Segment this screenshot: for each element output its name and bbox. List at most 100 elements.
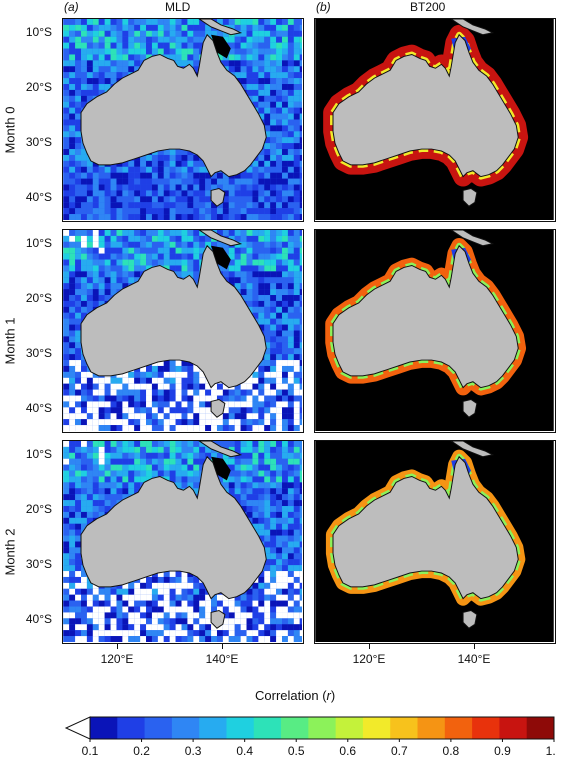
mld-pixel xyxy=(299,312,302,319)
mld-pixel xyxy=(128,24,135,31)
mld-pixel xyxy=(86,277,93,284)
mld-pixel xyxy=(110,208,117,215)
mld-pixel xyxy=(264,48,271,55)
mld-pixel xyxy=(169,571,176,577)
mld-pixel xyxy=(140,383,147,390)
mld-pixel xyxy=(86,208,93,215)
mld-pixel xyxy=(234,606,241,613)
mld-pixel xyxy=(216,241,223,248)
mld-pixel xyxy=(282,494,288,501)
mld-pixel xyxy=(146,636,152,642)
mld-pixel xyxy=(92,425,99,431)
mld-pixel xyxy=(98,401,105,408)
mld-pixel xyxy=(86,30,93,37)
mld-pixel xyxy=(299,318,302,325)
mld-pixel xyxy=(169,458,176,465)
mld-pixel xyxy=(234,184,241,191)
mld-pixel xyxy=(151,407,158,414)
mld-pixel xyxy=(75,476,82,483)
mld-pixel xyxy=(252,446,259,453)
mld-pixel xyxy=(122,582,129,589)
mld-pixel xyxy=(187,271,194,278)
mld-pixel xyxy=(246,300,253,307)
mld-pixel xyxy=(104,464,111,471)
mld-pixel xyxy=(63,131,70,138)
mld-pixel xyxy=(86,452,93,459)
mld-pixel xyxy=(264,571,271,577)
mld-pixel xyxy=(81,154,87,161)
mld-pixel xyxy=(116,588,123,595)
mld-pixel xyxy=(104,190,111,197)
mld-pixel xyxy=(157,383,164,390)
mld-pixel xyxy=(104,482,111,489)
mld-pixel xyxy=(252,271,259,278)
mld-pixel xyxy=(276,84,283,90)
mld-pixel xyxy=(104,494,111,501)
mld-pixel xyxy=(181,19,188,25)
mld-pixel xyxy=(81,178,87,185)
mld-pixel xyxy=(175,371,182,378)
mld-pixel xyxy=(264,214,271,220)
mld-pixel xyxy=(222,482,229,489)
mld-pixel xyxy=(252,253,259,260)
mld-pixel xyxy=(69,464,76,471)
mld-pixel xyxy=(293,389,300,396)
mld-pixel xyxy=(69,95,76,102)
mld-pixel xyxy=(169,401,176,408)
mld-pixel xyxy=(92,60,99,67)
mld-pixel xyxy=(63,330,70,337)
mld-pixel xyxy=(175,160,182,167)
mld-pixel xyxy=(246,446,253,453)
mld-pixel xyxy=(63,190,70,197)
mld-pixel xyxy=(282,582,288,589)
mld-pixel xyxy=(157,48,164,55)
mld-pixel xyxy=(181,30,188,37)
mld-pixel xyxy=(169,470,176,477)
mld-pixel xyxy=(116,230,123,236)
mld-pixel xyxy=(258,630,265,637)
mld-pixel xyxy=(258,458,265,465)
mld-pixel xyxy=(252,624,259,631)
mld-pixel xyxy=(287,624,294,631)
mld-pixel xyxy=(240,230,247,236)
mld-pixel xyxy=(81,247,87,254)
mld-pixel xyxy=(75,571,82,577)
mld-pixel xyxy=(175,600,182,607)
mld-pixel xyxy=(181,413,188,420)
mld-pixel xyxy=(122,476,129,483)
mld-pixel xyxy=(282,283,288,290)
mld-pixel xyxy=(169,425,176,431)
mld-pixel xyxy=(175,464,182,471)
mld-pixel xyxy=(81,295,87,301)
mld-pixel xyxy=(270,535,277,542)
mld-pixel xyxy=(282,541,288,548)
mld-pixel xyxy=(104,19,111,25)
mld-pixel xyxy=(140,425,147,431)
mld-pixel xyxy=(104,214,111,220)
mld-pixel xyxy=(134,458,141,465)
mld-pixel xyxy=(140,214,147,220)
mld-pixel xyxy=(75,470,82,477)
mld-pixel xyxy=(252,500,259,507)
mld-pixel xyxy=(234,612,241,619)
mld-pixel xyxy=(140,446,147,453)
mld-pixel xyxy=(276,295,283,301)
mld-pixel xyxy=(293,624,300,631)
mld-pixel xyxy=(128,190,135,197)
mld-pixel xyxy=(151,30,158,37)
mld-pixel xyxy=(151,419,158,426)
mld-pixel xyxy=(128,401,135,408)
mld-pixel xyxy=(122,630,129,637)
mld-pixel xyxy=(181,160,188,167)
mld-pixel xyxy=(276,458,283,465)
mld-pixel xyxy=(140,247,147,254)
mld-pixel xyxy=(104,72,111,79)
mld-pixel xyxy=(246,395,253,402)
mld-pixel xyxy=(258,636,265,642)
lon-tick-a-140 xyxy=(222,644,223,649)
mld-pixel xyxy=(299,452,302,459)
mld-pixel xyxy=(264,30,271,37)
colorbar-tick-label: 0.7 xyxy=(391,744,408,758)
mld-pixel xyxy=(228,60,235,67)
mld-pixel xyxy=(264,89,271,96)
